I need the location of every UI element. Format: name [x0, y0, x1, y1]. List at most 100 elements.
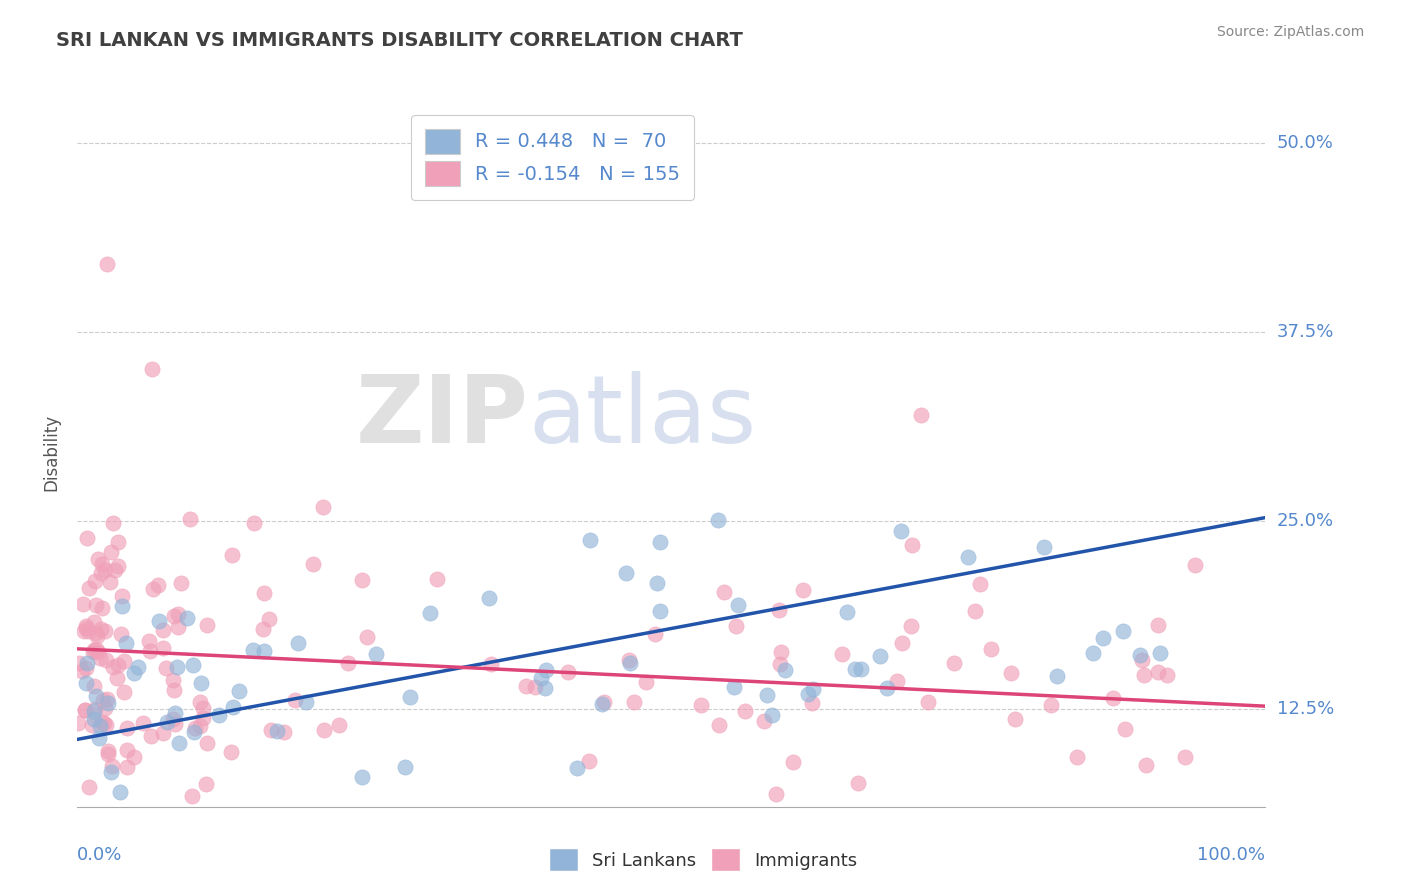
Point [634, 674, 657, 689]
Point [84, 598, 107, 612]
Point [356, 630, 378, 644]
Point [115, 743, 138, 757]
Point [83, 679, 105, 693]
Point [87, 552, 110, 566]
Point [1147, 618, 1170, 632]
Point [114, 636, 136, 650]
Point [891, 635, 914, 649]
Point [166, 659, 188, 673]
Point [844, 662, 866, 676]
Point [73, 624, 96, 638]
Point [90, 623, 112, 637]
Point [77, 780, 100, 794]
Point [195, 618, 218, 632]
Point [478, 591, 501, 605]
Point [84, 626, 107, 640]
Point [184, 721, 207, 735]
Point [162, 683, 184, 698]
Point [112, 685, 135, 699]
Point [97, 696, 120, 710]
Point [94, 700, 117, 714]
Point [724, 619, 747, 633]
Point [163, 706, 186, 721]
Point [80, 718, 103, 732]
Point [1129, 648, 1152, 662]
Point [1092, 632, 1115, 646]
Point [111, 589, 134, 603]
Point [1156, 668, 1178, 682]
Point [578, 533, 600, 547]
Point [111, 599, 134, 613]
Point [96, 692, 118, 706]
Point [727, 598, 749, 612]
Text: 12.5%: 12.5% [1277, 700, 1334, 718]
Point [89, 719, 111, 733]
Text: 100.0%: 100.0% [1198, 847, 1265, 864]
Point [253, 644, 276, 658]
Point [70, 664, 93, 678]
Point [886, 673, 908, 688]
Point [890, 524, 912, 539]
Point [337, 657, 360, 671]
Point [312, 723, 335, 738]
Point [176, 611, 198, 625]
Point [565, 761, 588, 775]
Point [77, 624, 100, 638]
Point [969, 577, 991, 591]
Point [190, 675, 212, 690]
Point [723, 680, 745, 694]
Point [167, 620, 190, 634]
Point [115, 721, 138, 735]
Point [352, 770, 374, 784]
Point [124, 665, 146, 680]
Point [364, 647, 387, 661]
Point [141, 362, 163, 376]
Point [1102, 691, 1125, 706]
Point [831, 647, 853, 661]
Point [534, 664, 557, 678]
Point [139, 729, 162, 743]
Point [287, 636, 309, 650]
Point [801, 696, 824, 710]
Point [1066, 750, 1088, 764]
Point [107, 658, 129, 673]
Point [195, 736, 218, 750]
Point [138, 633, 160, 648]
Point [534, 681, 557, 695]
Legend: R = 0.448   N =  70, R = -0.154   N = 155: R = 0.448 N = 70, R = -0.154 N = 155 [411, 115, 695, 200]
Point [179, 511, 201, 525]
Point [328, 718, 350, 732]
Legend: Sri Lankans, Immigrants: Sri Lankans, Immigrants [541, 841, 865, 879]
Point [195, 776, 218, 790]
Point [72, 597, 94, 611]
Point [132, 716, 155, 731]
Point [266, 723, 288, 738]
Point [83, 712, 105, 726]
Point [876, 681, 898, 695]
Point [1133, 668, 1156, 682]
Point [82, 645, 104, 659]
Point [67, 656, 90, 670]
Point [419, 606, 441, 620]
Point [1114, 722, 1136, 736]
Point [1184, 558, 1206, 572]
Point [75, 703, 97, 717]
Point [689, 698, 711, 712]
Text: Source: ZipAtlas.com: Source: ZipAtlas.com [1216, 25, 1364, 39]
Point [107, 558, 129, 573]
Text: 50.0%: 50.0% [1277, 135, 1333, 153]
Point [96, 653, 118, 667]
Point [644, 627, 666, 641]
Point [105, 671, 128, 685]
Point [623, 695, 645, 709]
Point [837, 606, 859, 620]
Point [242, 516, 264, 531]
Point [707, 513, 730, 527]
Text: ZIP: ZIP [356, 371, 529, 463]
Point [773, 664, 796, 678]
Point [284, 693, 307, 707]
Point [75, 661, 97, 675]
Point [77, 582, 100, 596]
Point [163, 717, 186, 731]
Point [755, 688, 778, 702]
